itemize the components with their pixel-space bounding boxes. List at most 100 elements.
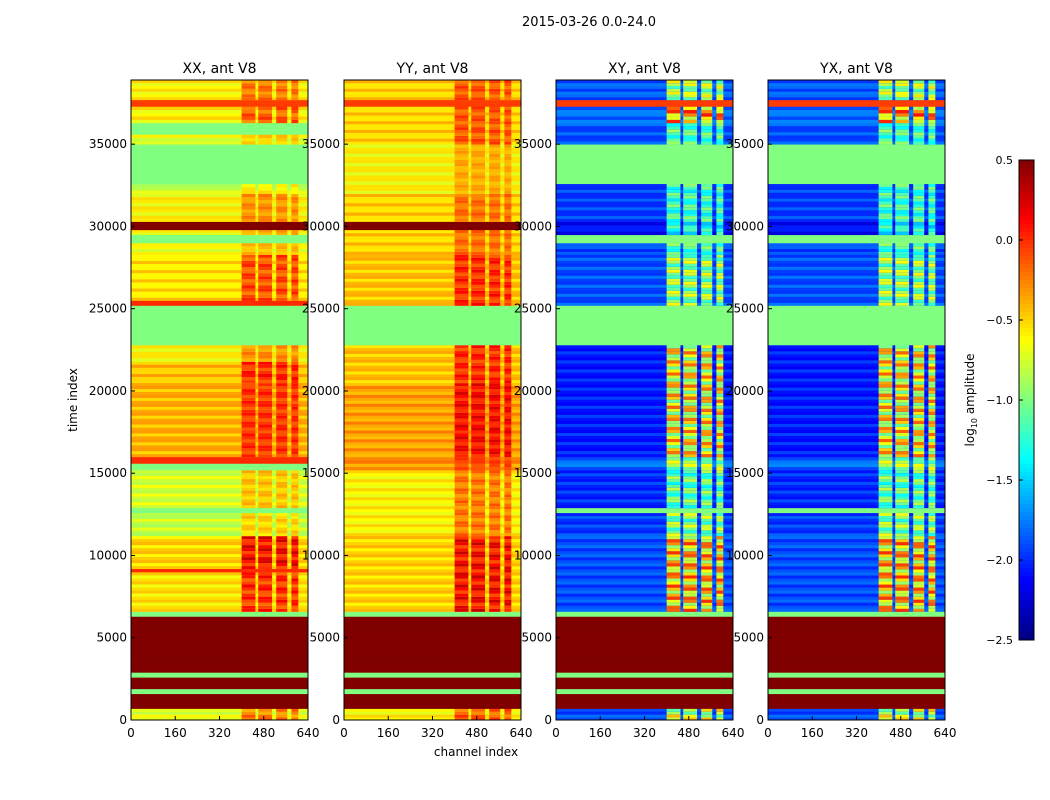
heatmap-hot-block: [913, 414, 925, 418]
heatmap-hot-block: [489, 453, 501, 458]
heatmap-hot-block: [716, 717, 724, 721]
heatmap-row: [556, 596, 733, 600]
heatmap-row: [556, 275, 733, 279]
heatmap-row: [768, 569, 945, 573]
heatmap-hot-block: [716, 189, 724, 193]
colorbar-segment: [1019, 332, 1034, 337]
heatmap-row: [344, 373, 521, 378]
heatmap-row: [344, 326, 521, 331]
heatmap-row: [556, 192, 733, 196]
heatmap-hot-block: [291, 96, 299, 101]
heatmap-hot-block: [258, 116, 273, 120]
heatmap-hot-block: [454, 302, 469, 306]
heatmap-row: [768, 408, 945, 412]
heatmap-row: [768, 613, 945, 617]
heatmap-hot-block: [683, 116, 698, 120]
heatmap-hot-block: [716, 475, 724, 480]
heatmap-hot-block: [291, 85, 299, 89]
heatmap-hot-block: [878, 80, 893, 84]
heatmap-hot-block: [258, 487, 273, 491]
heatmap-hot-block: [471, 299, 486, 303]
heatmap-hot-block: [701, 201, 713, 205]
heatmap-hot-block: [716, 96, 724, 101]
heatmap-hot-block: [241, 94, 256, 98]
heatmap-row: [344, 141, 521, 145]
heatmap-hot-block: [454, 284, 469, 288]
heatmap-hot-block: [701, 269, 713, 273]
heatmap-hot-block: [701, 141, 713, 145]
heatmap-hot-block: [716, 599, 724, 603]
heatmap-row: [556, 702, 733, 706]
heatmap-row: [556, 204, 733, 208]
heatmap-row: [344, 674, 521, 678]
heatmap-hot-block: [489, 708, 501, 712]
heatmap-hot-block: [454, 436, 469, 440]
heatmap-hot-block: [454, 88, 469, 92]
heatmap-row: [768, 209, 945, 214]
heatmap-hot-block: [716, 402, 724, 406]
heatmap-row: [344, 376, 521, 381]
heatmap-hot-block: [454, 193, 469, 198]
heatmap-row: [131, 527, 308, 531]
colorbar-segment: [1019, 588, 1034, 593]
heatmap-hot-block: [504, 472, 512, 477]
heatmap-hot-block: [913, 460, 925, 464]
heatmap-hot-block: [241, 708, 256, 712]
heatmap-hot-block: [716, 553, 724, 558]
heatmap-hot-block: [258, 248, 273, 252]
heatmap-row: [131, 317, 308, 321]
heatmap-hot-block: [489, 547, 501, 552]
heatmap-hot-block: [504, 263, 512, 267]
heatmap-hot-block: [913, 128, 925, 133]
heatmap-hot-block: [913, 260, 925, 264]
heatmap-hot-block: [878, 399, 893, 403]
heatmap-hot-block: [489, 487, 501, 492]
heatmap-hot-block: [666, 221, 681, 226]
colorbar-segment: [1019, 560, 1034, 565]
heatmap-hot-block: [241, 205, 256, 210]
heatmap-hot-block: [241, 82, 256, 87]
heatmap-hot-block: [928, 375, 936, 379]
heatmap-hot-block: [471, 581, 486, 585]
heatmap-hot-block: [258, 242, 273, 247]
heatmap-row: [344, 478, 521, 483]
heatmap-hot-block: [276, 212, 288, 216]
heatmap-hot-block: [241, 112, 256, 117]
colorbar-segment: [1019, 452, 1034, 457]
heatmap-hot-block: [928, 605, 936, 609]
heatmap-row: [344, 584, 521, 588]
heatmap-hot-block: [504, 96, 512, 101]
heatmap-row: [768, 677, 945, 681]
heatmap-row: [344, 529, 521, 534]
heatmap-hot-block: [683, 463, 698, 468]
heatmap-hot-block: [683, 266, 698, 270]
heatmap-hot-block: [878, 463, 893, 468]
heatmap-hot-block: [504, 463, 512, 468]
heatmap-hot-block: [716, 266, 724, 270]
heatmap-row: [556, 532, 733, 537]
heatmap-row: [344, 688, 521, 692]
heatmap-hot-block: [716, 375, 724, 379]
heatmap-row: [131, 332, 308, 337]
heatmap-row: [768, 469, 945, 474]
heatmap-hot-block: [504, 248, 512, 252]
heatmap-hot-block: [928, 94, 936, 98]
heatmap-hot-block: [666, 469, 681, 474]
heatmap-row: [768, 204, 945, 208]
heatmap-hot-block: [241, 254, 256, 258]
heatmap-hot-block: [454, 353, 469, 357]
heatmap-hot-block: [928, 453, 936, 458]
heatmap-hot-block: [895, 399, 910, 403]
heatmap-hot-block: [928, 360, 936, 364]
colorbar-segment: [1019, 424, 1034, 429]
heatmap-hot-block: [666, 402, 681, 406]
colorbar-segment: [1019, 368, 1034, 373]
heatmap-hot-block: [878, 504, 893, 509]
heatmap-hot-block: [716, 438, 724, 443]
heatmap-hot-block: [471, 379, 486, 384]
heatmap-hot-block: [454, 202, 469, 207]
heatmap-row: [344, 611, 521, 615]
heatmap-hot-block: [895, 221, 910, 226]
heatmap-row: [131, 568, 308, 573]
heatmap-hot-block: [666, 490, 681, 494]
